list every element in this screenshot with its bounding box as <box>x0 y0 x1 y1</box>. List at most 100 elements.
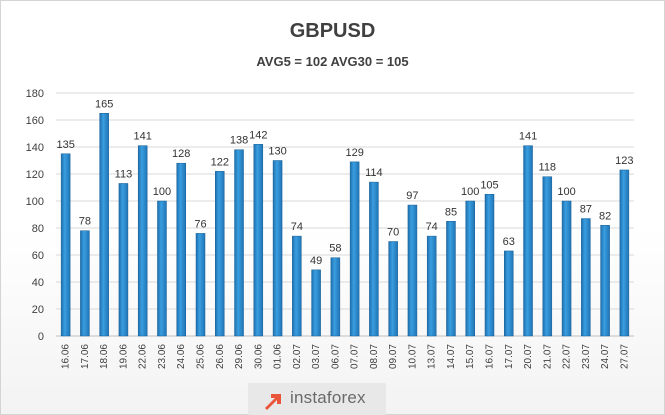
data-label: 142 <box>249 129 267 141</box>
bar <box>484 194 495 337</box>
bar <box>504 250 514 337</box>
bar <box>388 241 398 337</box>
data-label: 58 <box>329 243 341 255</box>
data-label: 141 <box>519 131 537 143</box>
x-tick-label: 14.07 <box>446 344 457 369</box>
data-label: 105 <box>480 179 498 191</box>
x-tick-label: 13.07 <box>427 344 438 369</box>
data-label: 49 <box>310 255 322 267</box>
y-tick-label: 20 <box>32 304 44 316</box>
x-tick-label: 10.07 <box>407 344 418 369</box>
y-tick-label: 40 <box>32 277 44 289</box>
y-tick-label: 140 <box>26 142 44 154</box>
data-label: 165 <box>95 98 113 110</box>
data-label: 70 <box>387 227 399 239</box>
x-tick-label: 01.06 <box>273 344 284 369</box>
data-label: 129 <box>345 147 363 159</box>
data-label: 82 <box>599 210 611 222</box>
y-tick-label: 0 <box>38 331 44 343</box>
data-label: 122 <box>211 156 229 168</box>
data-label: 138 <box>230 135 248 147</box>
logo-background <box>248 383 386 415</box>
bar <box>446 221 456 337</box>
bar <box>369 181 379 337</box>
data-label: 141 <box>134 131 152 143</box>
x-tick-label: 17.06 <box>80 344 91 369</box>
instaforex-arrow-icon <box>265 394 281 410</box>
logo-text: instaforex <box>290 388 366 407</box>
data-label: 63 <box>503 236 515 248</box>
y-tick-label: 120 <box>26 169 44 181</box>
data-label: 74 <box>426 221 438 233</box>
x-tick-label: 23.06 <box>157 344 168 369</box>
x-tick-label: 07.07 <box>350 344 361 369</box>
bars <box>60 113 630 337</box>
x-tick-label: 27.07 <box>619 344 630 369</box>
x-tick-label: 15.07 <box>465 344 476 369</box>
data-label: 87 <box>580 204 592 216</box>
data-label: 118 <box>539 162 557 174</box>
data-label: 135 <box>56 139 74 151</box>
x-tick-label: 16.06 <box>61 344 72 369</box>
grid-lines <box>56 92 634 337</box>
bar <box>195 233 206 337</box>
bar <box>600 225 610 337</box>
data-label: 100 <box>153 186 171 198</box>
data-label: 128 <box>172 148 190 160</box>
x-tick-label: 16.07 <box>485 344 496 369</box>
data-label: 97 <box>406 190 418 202</box>
bar <box>407 204 418 337</box>
y-tick-label: 160 <box>26 115 44 127</box>
data-label: 100 <box>557 186 575 198</box>
bar <box>272 160 283 337</box>
y-tick-label: 100 <box>26 196 44 208</box>
data-label: 85 <box>445 206 457 218</box>
data-label: 123 <box>615 155 633 167</box>
bar <box>118 183 129 337</box>
x-tick-label: 08.07 <box>369 344 380 369</box>
bar <box>349 161 360 337</box>
bar <box>234 149 244 337</box>
bar <box>619 169 630 337</box>
data-label: 130 <box>268 146 286 158</box>
bar <box>523 145 533 337</box>
data-label: 114 <box>365 167 383 179</box>
x-tick-label: 24.07 <box>600 344 611 369</box>
x-axis: 16.06 17.06 18.06 19.06 22.06 23.06 24.06 25.06… <box>61 344 631 369</box>
data-label: 78 <box>79 216 91 228</box>
x-tick-label: 22.07 <box>562 344 573 369</box>
bar <box>60 153 71 337</box>
x-tick-label: 06.07 <box>330 344 341 369</box>
y-tick-label: 80 <box>32 223 44 235</box>
x-tick-label: 23.07 <box>581 344 592 369</box>
x-tick-label: 17.07 <box>504 344 515 369</box>
x-tick-label: 21.07 <box>542 344 553 369</box>
bar <box>581 218 591 337</box>
bar <box>561 200 572 337</box>
x-tick-label: 19.06 <box>118 344 129 369</box>
y-tick-label: 180 <box>26 88 44 100</box>
x-tick-label: 20.07 <box>523 344 534 369</box>
bar <box>330 257 341 337</box>
x-tick-label: 03.07 <box>311 344 322 369</box>
watermark: instaforex <box>0 383 665 415</box>
data-label: 100 <box>461 186 479 198</box>
x-tick-label: 24.06 <box>176 344 187 369</box>
x-tick-label: 09.07 <box>388 344 399 369</box>
bar <box>157 200 167 337</box>
bar <box>253 144 264 337</box>
bar <box>176 162 186 337</box>
bar <box>80 230 90 337</box>
bar <box>465 200 475 337</box>
chart-title: GBPUSD <box>289 20 376 42</box>
data-label: 74 <box>291 221 303 233</box>
bar <box>99 113 109 337</box>
y-tick-label: 60 <box>32 250 44 262</box>
x-tick-label: 22.06 <box>138 344 149 369</box>
chart-subtitle: AVG5 = 102 AVG30 = 105 <box>256 54 409 69</box>
x-tick-label: 26.06 <box>215 344 226 369</box>
x-tick-label: 18.06 <box>99 344 110 369</box>
bar <box>426 235 437 337</box>
data-label: 76 <box>194 218 206 230</box>
